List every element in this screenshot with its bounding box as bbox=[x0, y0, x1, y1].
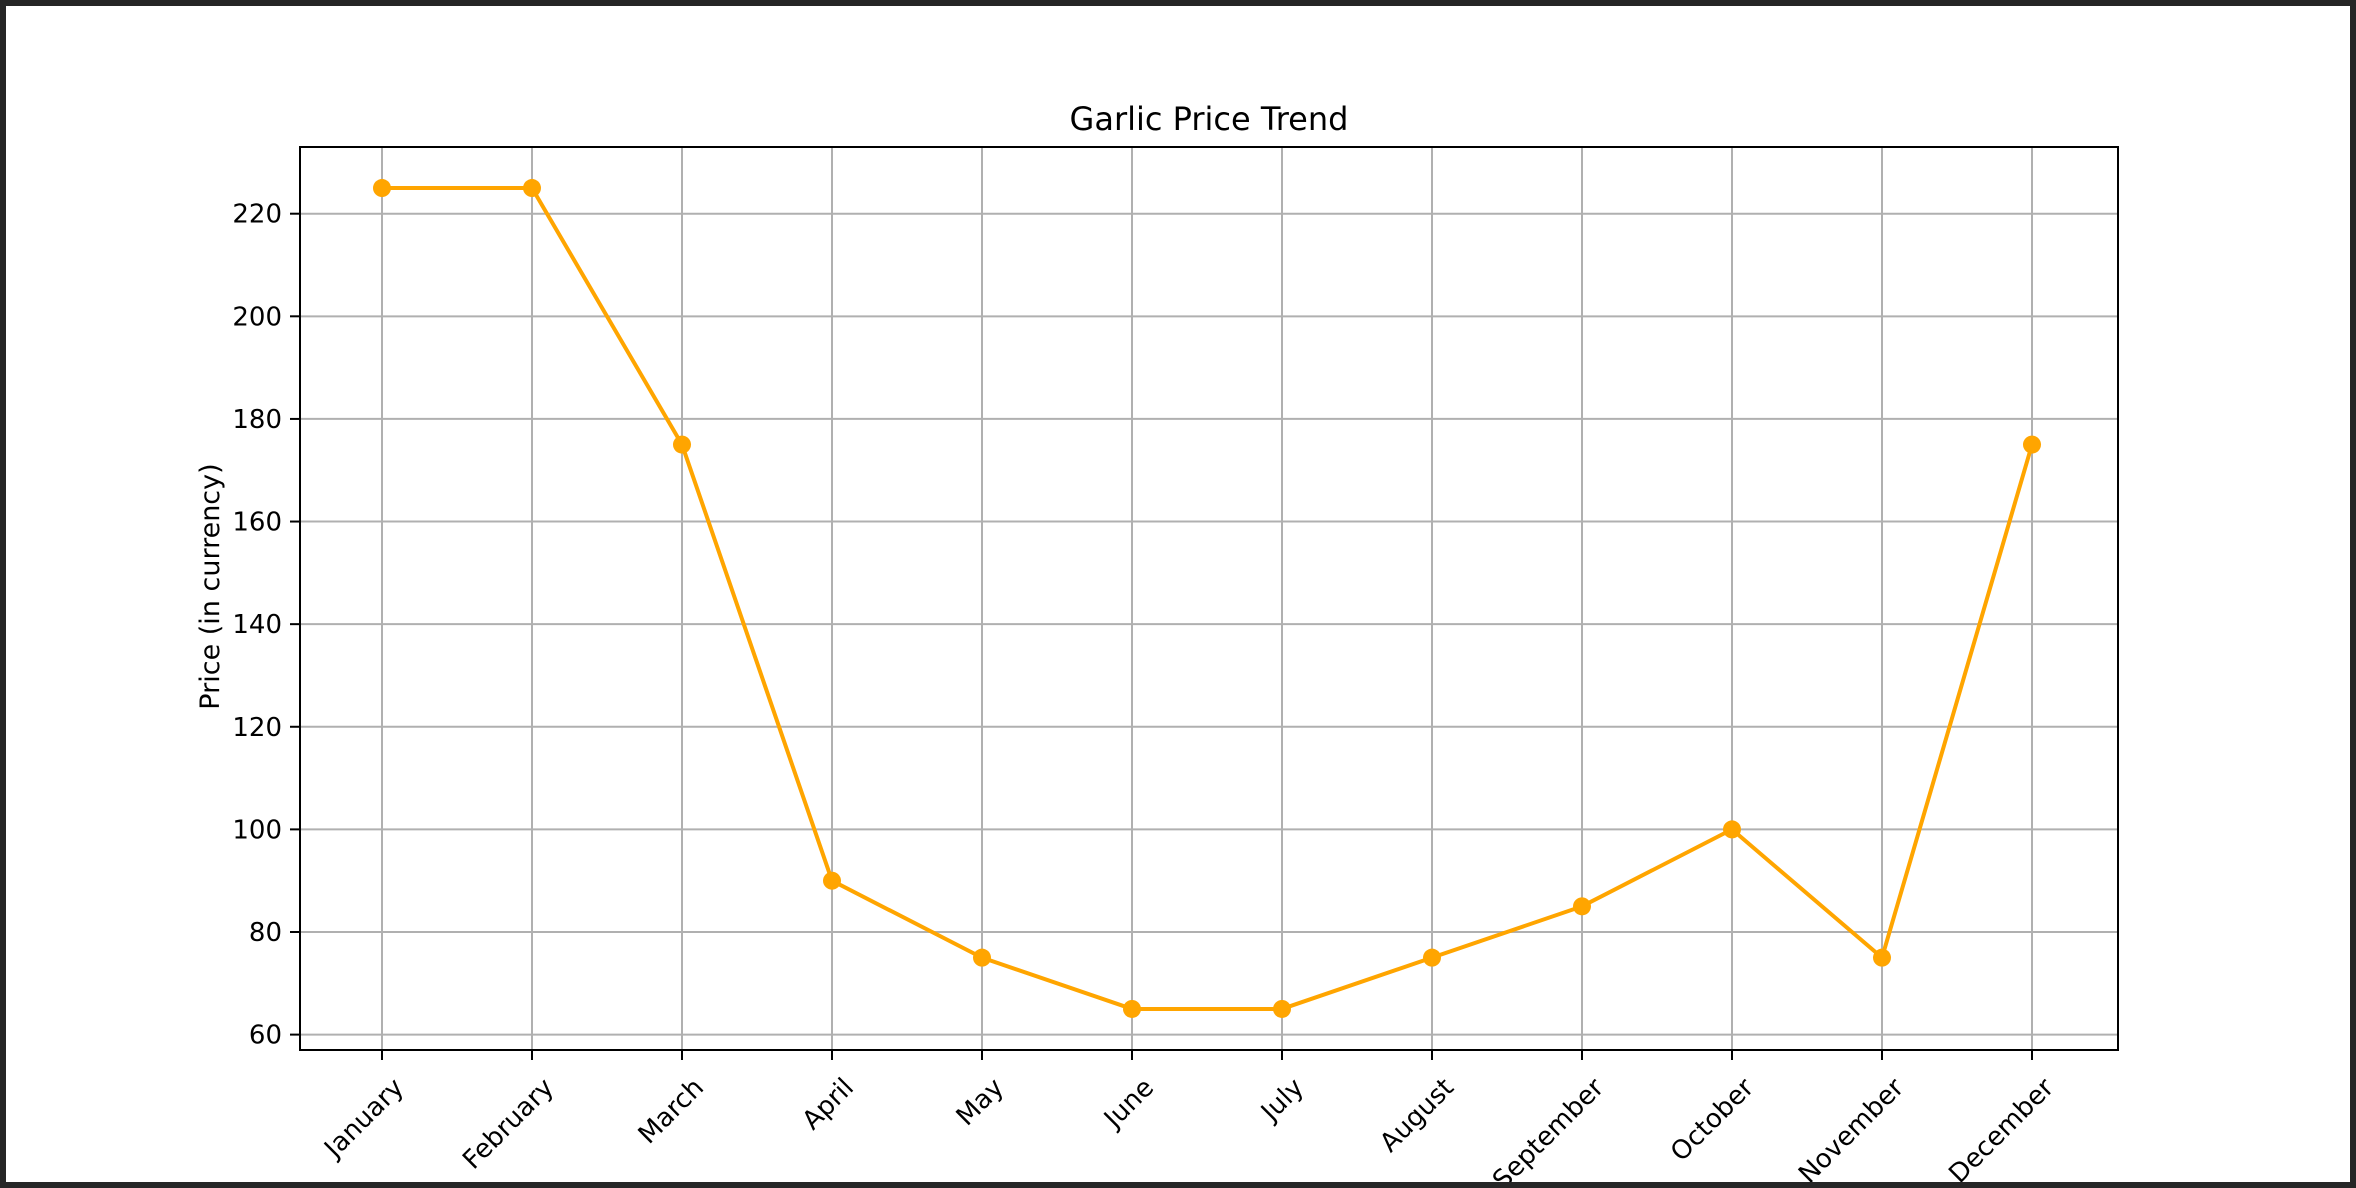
data-points bbox=[373, 179, 2041, 1018]
x-axis-ticks: January February March April May June July Augu… bbox=[318, 1050, 2060, 1182]
y-tick-label: 140 bbox=[232, 610, 282, 640]
x-tick-label: February bbox=[457, 1073, 560, 1176]
x-tick-label: March bbox=[633, 1073, 710, 1150]
data-point bbox=[1273, 999, 1291, 1018]
grid-lines bbox=[300, 147, 2118, 1050]
x-tick-label: May bbox=[951, 1073, 1010, 1132]
x-tick-label: July bbox=[1254, 1073, 1310, 1129]
y-tick-label: 80 bbox=[249, 918, 282, 948]
x-tick-label: November bbox=[1793, 1073, 1910, 1182]
data-point bbox=[1123, 999, 1141, 1018]
data-point bbox=[823, 871, 841, 890]
y-axis-title: Price (in currency) bbox=[195, 463, 226, 709]
x-tick-label: June bbox=[1097, 1073, 1160, 1136]
data-point bbox=[2023, 435, 2041, 454]
y-axis-ticks: 60 80 100 120 140 160 180 200 220 bbox=[232, 200, 300, 1051]
x-tick-label: October bbox=[1665, 1073, 1760, 1168]
data-point bbox=[1873, 948, 1891, 967]
figure-canvas: 60 80 100 120 140 160 180 200 220 January Februar… bbox=[6, 6, 2350, 1182]
data-point bbox=[1573, 897, 1591, 916]
series-line bbox=[382, 186, 2034, 1011]
data-point bbox=[1423, 948, 1441, 967]
chart-title: Garlic Price Trend bbox=[1070, 100, 1349, 138]
y-tick-label: 60 bbox=[249, 1021, 282, 1051]
y-tick-label: 100 bbox=[232, 815, 282, 845]
x-tick-label: August bbox=[1374, 1073, 1460, 1159]
y-tick-label: 220 bbox=[232, 200, 282, 230]
x-tick-label: April bbox=[797, 1073, 860, 1136]
y-tick-label: 200 bbox=[232, 302, 282, 332]
plot-frame bbox=[299, 146, 2119, 1051]
data-point bbox=[673, 435, 691, 454]
y-tick-label: 160 bbox=[232, 508, 282, 538]
data-point bbox=[523, 179, 541, 198]
data-point bbox=[373, 179, 391, 198]
data-point bbox=[973, 948, 991, 967]
x-tick-label: September bbox=[1487, 1073, 1610, 1182]
data-point bbox=[1723, 820, 1741, 839]
line-chart: 60 80 100 120 140 160 180 200 220 January Februar… bbox=[195, 100, 2119, 1182]
y-tick-label: 180 bbox=[232, 405, 282, 435]
x-tick-label: December bbox=[1943, 1073, 2060, 1182]
y-tick-label: 120 bbox=[232, 713, 282, 743]
series-line-group bbox=[382, 186, 2034, 1011]
x-tick-label: January bbox=[318, 1073, 410, 1165]
